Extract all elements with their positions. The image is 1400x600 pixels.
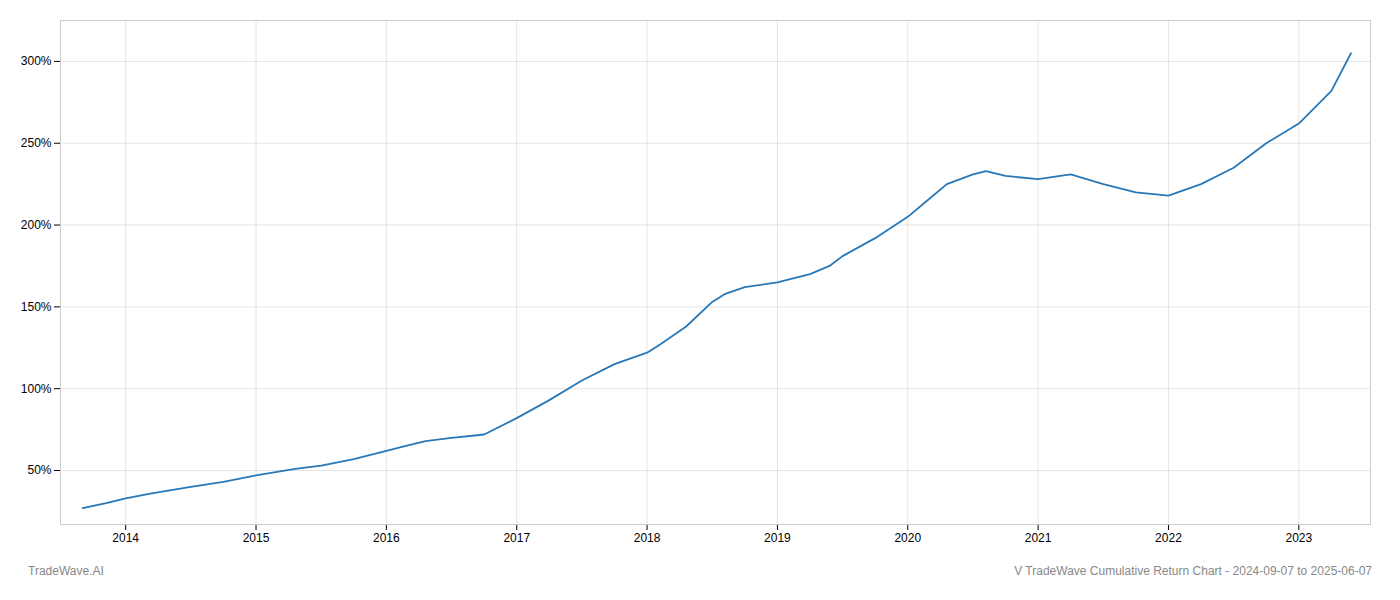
svg-text:2020: 2020 [894,531,921,545]
svg-text:200%: 200% [21,218,52,232]
svg-text:2015: 2015 [243,531,270,545]
html-text:TradeWave.AI: TradeWave.AI [28,564,104,578]
svg-text:2016: 2016 [373,531,400,545]
svg-text:2023: 2023 [1285,531,1312,545]
svg-text:100%: 100% [21,382,52,396]
svg-text:2019: 2019 [764,531,791,545]
svg-text:2022: 2022 [1155,531,1182,545]
svg-text:300%: 300% [21,54,52,68]
svg-text:50%: 50% [27,463,51,477]
svg-text:2014: 2014 [112,531,139,545]
svg-text:2018: 2018 [634,531,661,545]
svg-text:2017: 2017 [503,531,530,545]
svg-text:150%: 150% [21,300,52,314]
svg-text:2021: 2021 [1025,531,1052,545]
svg-text:250%: 250% [21,136,52,150]
html-text:V TradeWave Cumulative Return: V TradeWave Cumulative Return Chart - 20… [1014,564,1372,578]
